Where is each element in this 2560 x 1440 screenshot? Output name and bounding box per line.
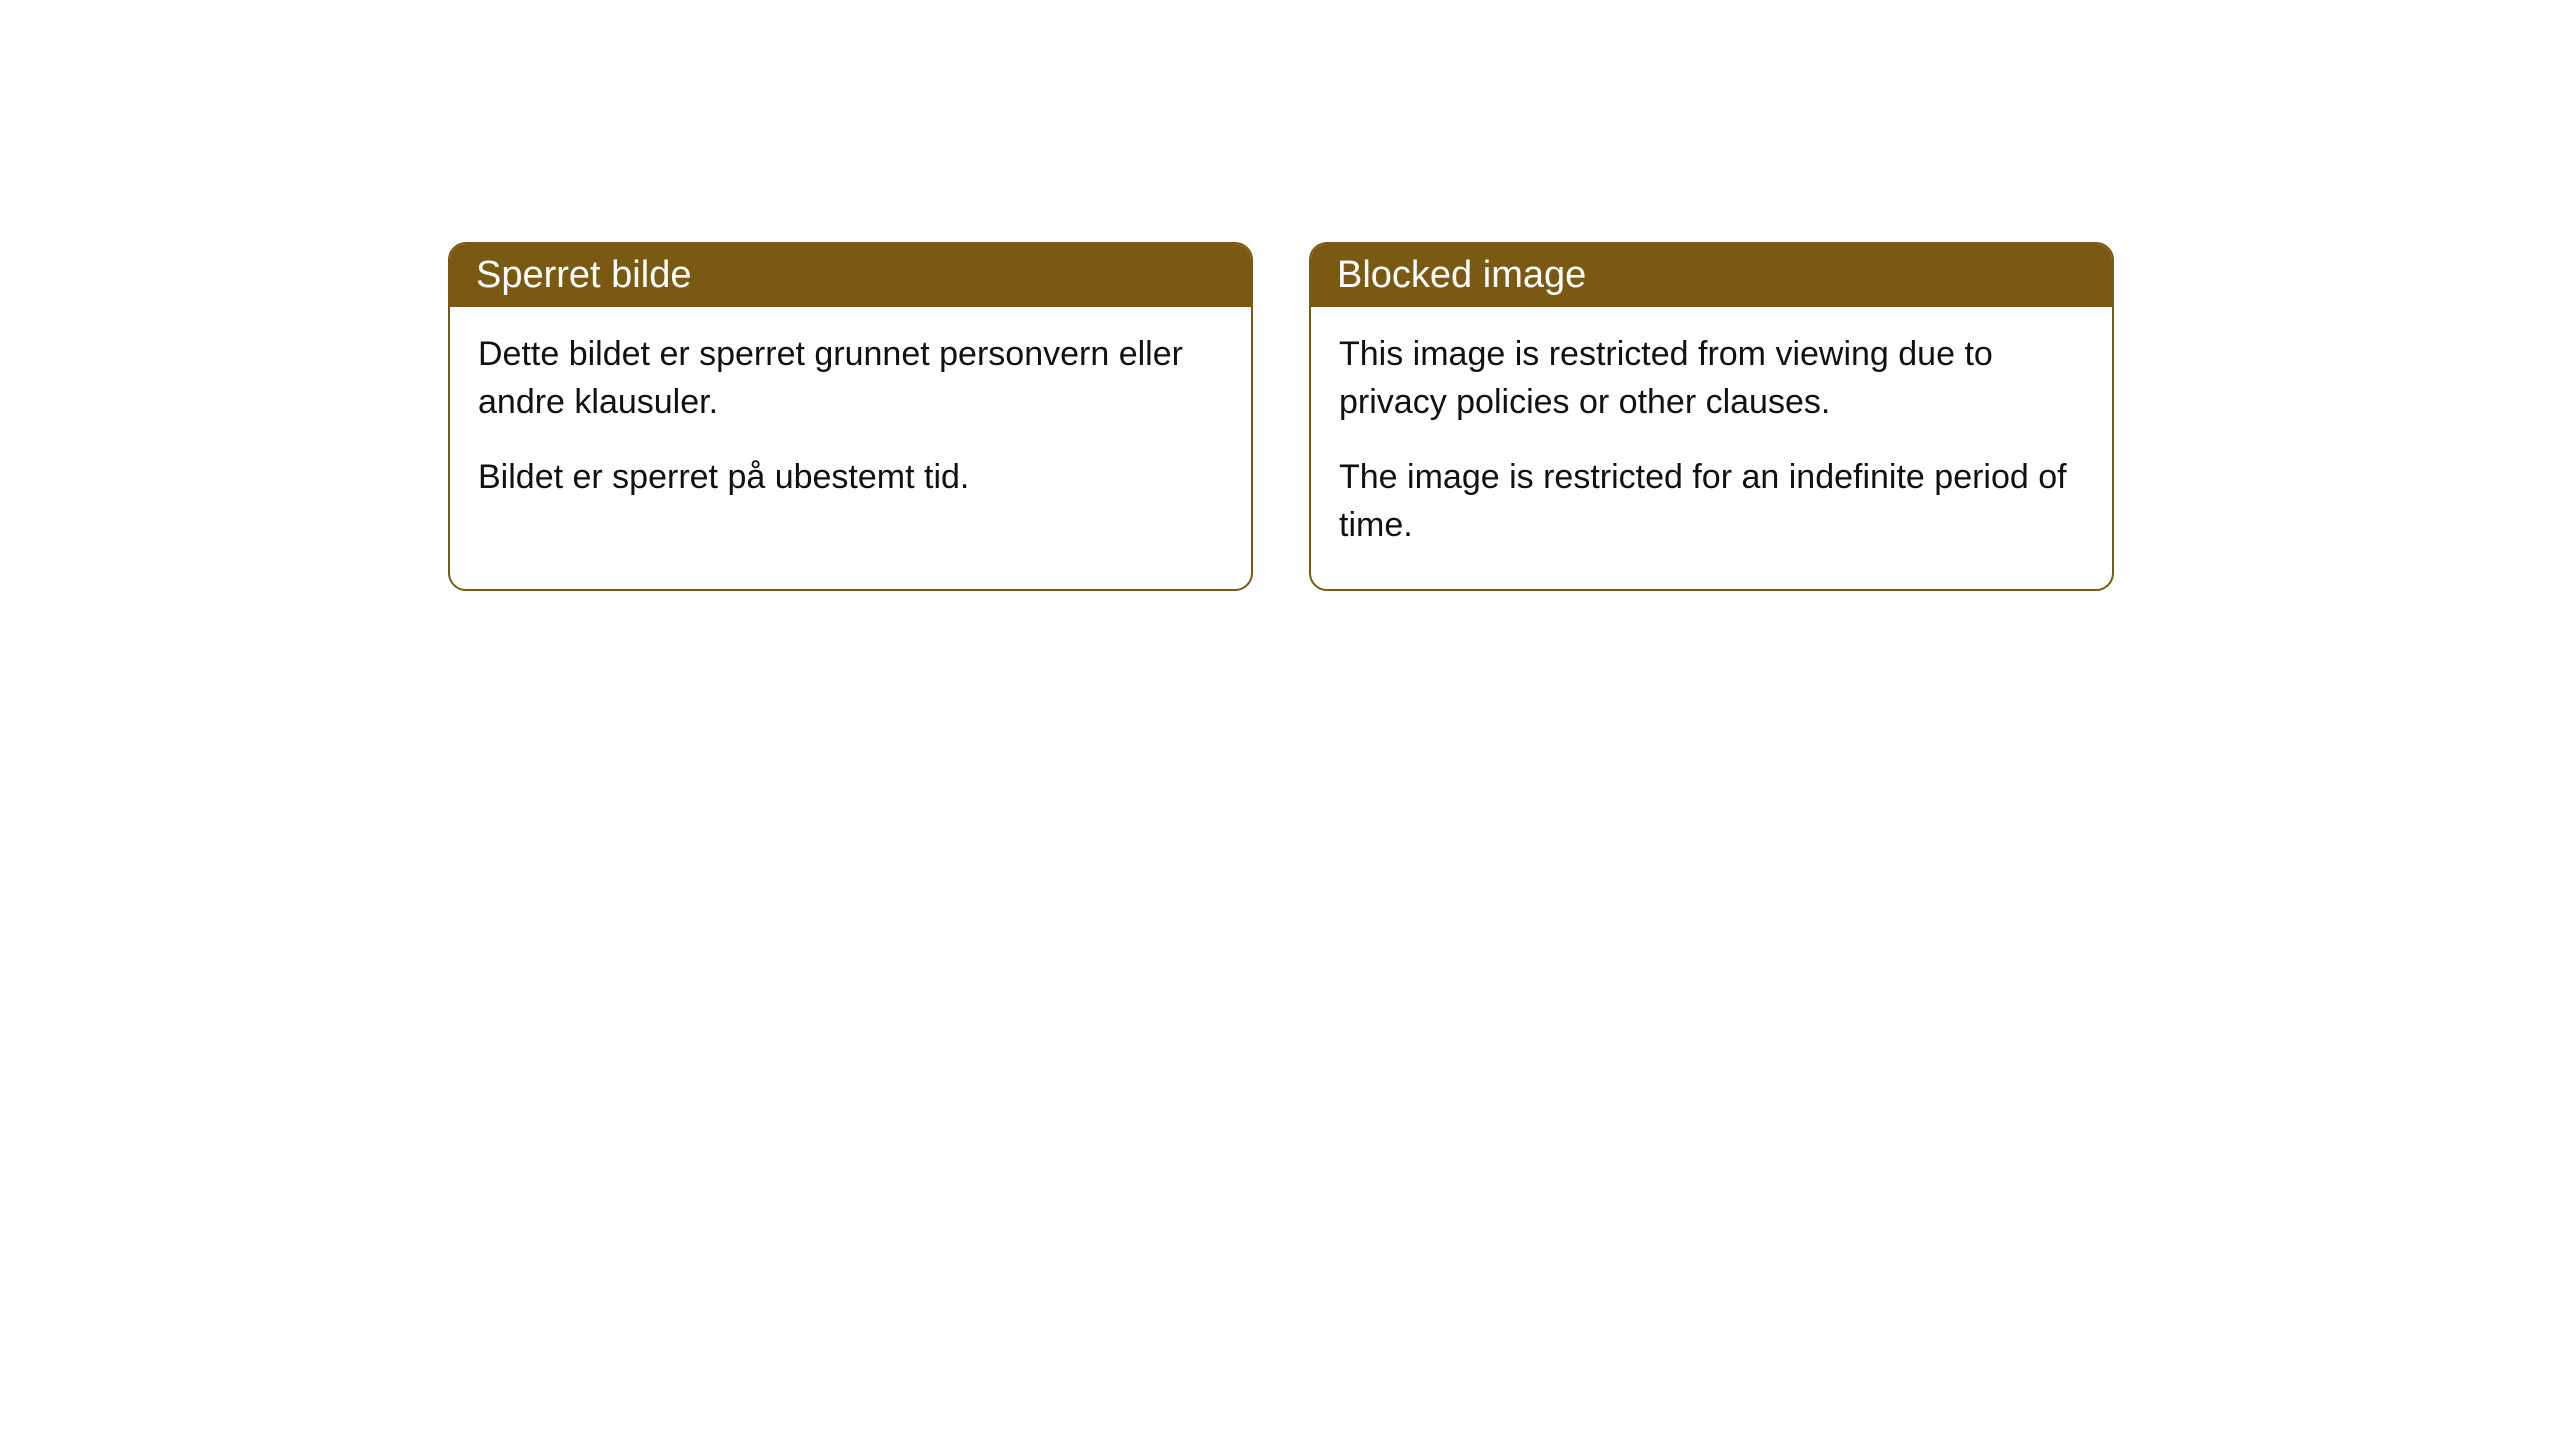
notice-paragraph-2: Bildet er sperret på ubestemt tid. xyxy=(478,454,1223,502)
notice-header: Blocked image xyxy=(1311,244,2112,307)
notice-container: Sperret bilde Dette bildet er sperret gr… xyxy=(0,0,2560,591)
notice-paragraph-1: Dette bildet er sperret grunnet personve… xyxy=(478,331,1223,426)
notice-title: Sperret bilde xyxy=(476,254,691,296)
notice-body: Dette bildet er sperret grunnet personve… xyxy=(450,307,1251,542)
notice-header: Sperret bilde xyxy=(450,244,1251,307)
notice-body: This image is restricted from viewing du… xyxy=(1311,307,2112,589)
notice-paragraph-2: The image is restricted for an indefinit… xyxy=(1339,454,2084,549)
notice-card-norwegian: Sperret bilde Dette bildet er sperret gr… xyxy=(448,242,1253,591)
notice-title: Blocked image xyxy=(1337,254,1586,296)
notice-card-english: Blocked image This image is restricted f… xyxy=(1309,242,2114,591)
notice-paragraph-1: This image is restricted from viewing du… xyxy=(1339,331,2084,426)
